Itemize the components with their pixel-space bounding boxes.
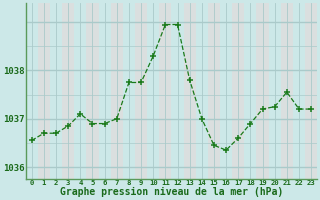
Bar bbox=[305, 3, 317, 179]
Bar bbox=[208, 3, 220, 179]
Bar bbox=[159, 3, 172, 179]
Bar bbox=[135, 3, 147, 179]
X-axis label: Graphe pression niveau de la mer (hPa): Graphe pression niveau de la mer (hPa) bbox=[60, 187, 283, 197]
Bar bbox=[257, 3, 268, 179]
Bar bbox=[38, 3, 50, 179]
Bar bbox=[111, 3, 123, 179]
Bar bbox=[184, 3, 196, 179]
Bar bbox=[281, 3, 293, 179]
Bar bbox=[86, 3, 99, 179]
Bar bbox=[62, 3, 74, 179]
Bar bbox=[232, 3, 244, 179]
